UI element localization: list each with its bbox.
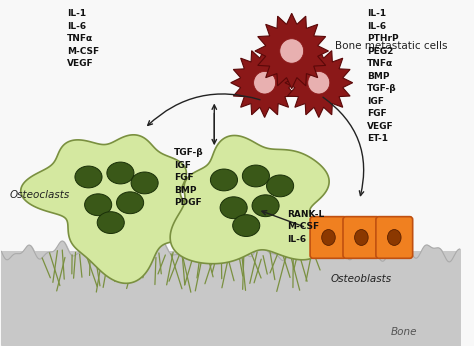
Ellipse shape — [75, 166, 102, 188]
Text: IL-1
IL-6
PTHrP
PEG2
TNFα
BMP
TGF-β
IGF
FGF
VEGF
ET-1: IL-1 IL-6 PTHrP PEG2 TNFα BMP TGF-β IGF … — [367, 9, 399, 143]
Bar — [1, 1, 460, 251]
Ellipse shape — [254, 71, 275, 94]
Ellipse shape — [107, 162, 134, 184]
Polygon shape — [231, 48, 299, 117]
FancyBboxPatch shape — [376, 217, 413, 258]
Ellipse shape — [252, 195, 279, 217]
Text: TGF-β
IGF
FGF
BMP
PDGF: TGF-β IGF FGF BMP PDGF — [173, 148, 203, 207]
Text: Osteoblasts: Osteoblasts — [331, 274, 392, 284]
Ellipse shape — [355, 229, 368, 245]
Ellipse shape — [388, 229, 401, 245]
Ellipse shape — [210, 169, 237, 191]
Ellipse shape — [131, 172, 158, 194]
Text: IL-1
IL-6
TNFα
M-CSF
VEGF: IL-1 IL-6 TNFα M-CSF VEGF — [67, 9, 100, 68]
Text: Osteoclasts: Osteoclasts — [9, 190, 69, 200]
Ellipse shape — [322, 229, 335, 245]
Ellipse shape — [97, 212, 124, 234]
Ellipse shape — [242, 165, 269, 187]
Bar — [1, 251, 460, 345]
Polygon shape — [255, 13, 328, 89]
Ellipse shape — [233, 215, 260, 236]
Ellipse shape — [85, 194, 112, 216]
Text: Bone metastatic cells: Bone metastatic cells — [335, 41, 448, 51]
Ellipse shape — [308, 71, 330, 94]
Ellipse shape — [266, 175, 293, 197]
Text: Bone: Bone — [391, 327, 418, 337]
Polygon shape — [170, 136, 329, 264]
Ellipse shape — [220, 197, 247, 219]
Ellipse shape — [280, 39, 304, 63]
FancyBboxPatch shape — [310, 217, 347, 258]
Polygon shape — [21, 135, 197, 283]
Polygon shape — [285, 48, 353, 117]
Ellipse shape — [117, 192, 144, 214]
Text: RANK-L
M-CSF
IL-6: RANK-L M-CSF IL-6 — [287, 210, 324, 244]
FancyBboxPatch shape — [343, 217, 380, 258]
